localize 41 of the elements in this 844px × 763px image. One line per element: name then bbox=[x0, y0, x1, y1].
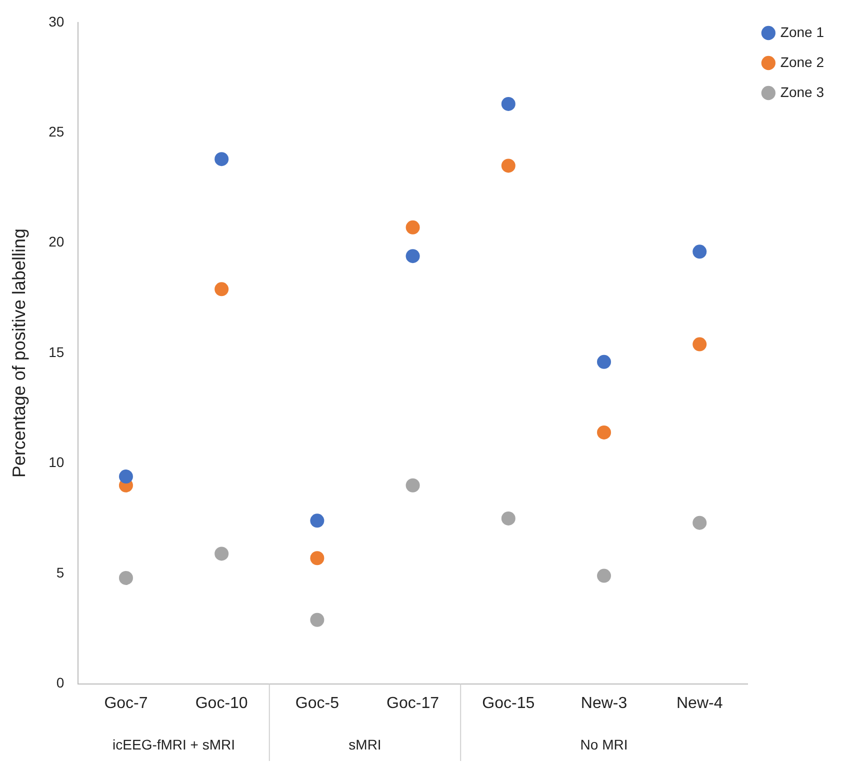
point bbox=[597, 425, 612, 440]
point bbox=[118, 570, 133, 585]
point bbox=[692, 244, 707, 259]
legend-label: Zone 2 bbox=[780, 54, 824, 70]
point bbox=[597, 354, 612, 369]
y-tick-label: 15 bbox=[48, 344, 64, 360]
point bbox=[310, 514, 324, 528]
point bbox=[597, 568, 612, 583]
y-tick-label: 30 bbox=[48, 13, 64, 30]
text: icEEG-fMRI + sMRI bbox=[112, 736, 236, 753]
y-tick-label: 0 bbox=[56, 674, 64, 691]
point bbox=[214, 546, 229, 561]
y-tick-label: 25 bbox=[48, 123, 64, 140]
point bbox=[214, 282, 229, 296]
x-tick-label: New-3 bbox=[580, 694, 628, 712]
point bbox=[406, 249, 420, 264]
point bbox=[692, 337, 707, 352]
x-tick-label: Goc-15 bbox=[482, 694, 535, 712]
point bbox=[406, 478, 420, 492]
x-tick-label: New-4 bbox=[676, 694, 723, 712]
text: sMRI bbox=[348, 736, 382, 753]
y-tick-label: 10 bbox=[48, 454, 64, 470]
x-tick-label: Goc-5 bbox=[295, 694, 340, 712]
point bbox=[501, 158, 516, 173]
y-axis-title: Percentage of positive labelling bbox=[8, 228, 29, 478]
point bbox=[692, 516, 707, 530]
y-tick-label: 5 bbox=[56, 564, 64, 580]
x-tick-label: Goc-10 bbox=[195, 694, 248, 712]
point bbox=[118, 470, 133, 484]
legend-label: Zone 1 bbox=[780, 24, 824, 40]
point bbox=[310, 551, 324, 566]
x-tick-label: Goc-17 bbox=[386, 694, 440, 712]
point bbox=[214, 152, 229, 166]
point bbox=[406, 220, 420, 234]
point bbox=[501, 511, 516, 526]
y-tick-label: 20 bbox=[48, 234, 64, 250]
legend-label: Zone 3 bbox=[780, 84, 824, 100]
point bbox=[501, 96, 516, 111]
text: No MRI bbox=[580, 736, 628, 753]
x-tick-label: Goc-7 bbox=[104, 694, 148, 712]
point bbox=[310, 612, 324, 627]
